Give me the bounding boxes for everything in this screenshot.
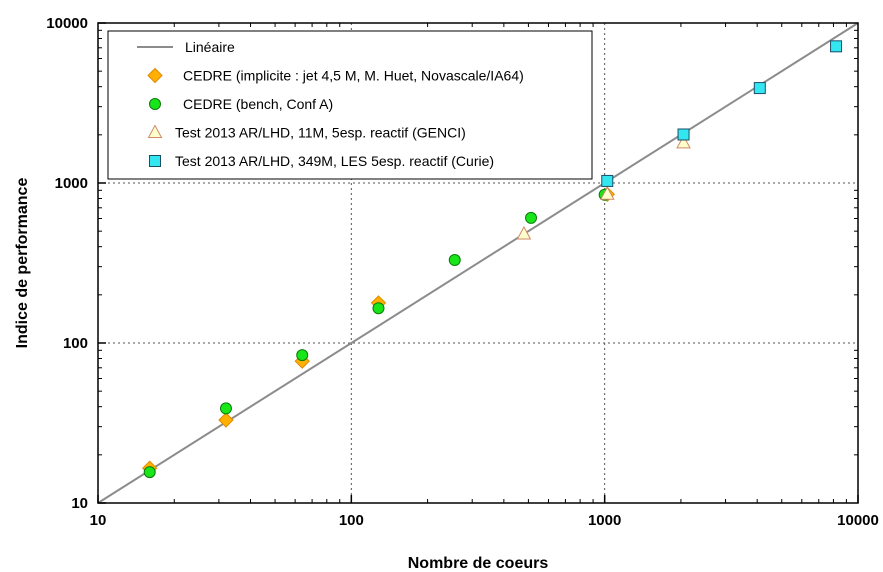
legend-swatch-triangle	[147, 124, 163, 138]
point-circle	[372, 302, 385, 315]
x-tick-label: 100	[339, 512, 364, 529]
legend-swatch-diamond	[147, 67, 163, 84]
legend-swatch-circle	[149, 98, 161, 110]
y-tick-label: 1000	[55, 175, 88, 192]
y-tick-label: 10	[71, 495, 88, 512]
point-square	[753, 82, 766, 95]
point-triangle	[599, 186, 615, 200]
legend-entry-label: Test 2013 AR/LHD, 11M, 5esp. reactif (GE…	[175, 125, 466, 141]
point-circle	[143, 466, 156, 479]
point-circle	[296, 349, 309, 362]
point-circle	[219, 402, 232, 415]
point-triangle	[516, 225, 532, 240]
legend-entry-label: Linéaire	[185, 39, 235, 55]
point-triangle	[676, 134, 691, 149]
point-square	[677, 128, 690, 141]
x-axis-label: Nombre de coeurs	[408, 555, 549, 572]
y-tick-label: 100	[63, 335, 88, 352]
x-tick-label: 1000	[588, 512, 621, 529]
legend: Linéaire CEDRE (implicite : jet 4,5 M, M.…	[107, 30, 593, 180]
y-tick-label: 10000	[46, 15, 88, 32]
legend-box	[107, 30, 593, 180]
legend-entry-label: Test 2013 AR/LHD, 349M, LES 5esp. reacti…	[175, 153, 494, 169]
axis-ticks: 10 100 1000 10000 10 100 1000 10000	[46, 15, 879, 529]
legend-swatch-square	[149, 155, 161, 167]
plot-frame	[97, 22, 859, 504]
point-square	[830, 40, 843, 53]
x-tick-label: 10	[90, 512, 107, 529]
y-axis-label: Indice de performance	[14, 178, 31, 349]
data-points	[142, 40, 843, 479]
point-diamond	[218, 412, 234, 428]
legend-entry-label: CEDRE (implicite : jet 4,5 M, M. Huet, N…	[183, 68, 524, 84]
x-tick-label: 10000	[837, 512, 879, 529]
legend-entry-label: CEDRE (bench, Conf A)	[183, 96, 333, 112]
point-circle	[448, 254, 461, 267]
point-circle	[525, 211, 538, 224]
point-square	[601, 174, 614, 187]
